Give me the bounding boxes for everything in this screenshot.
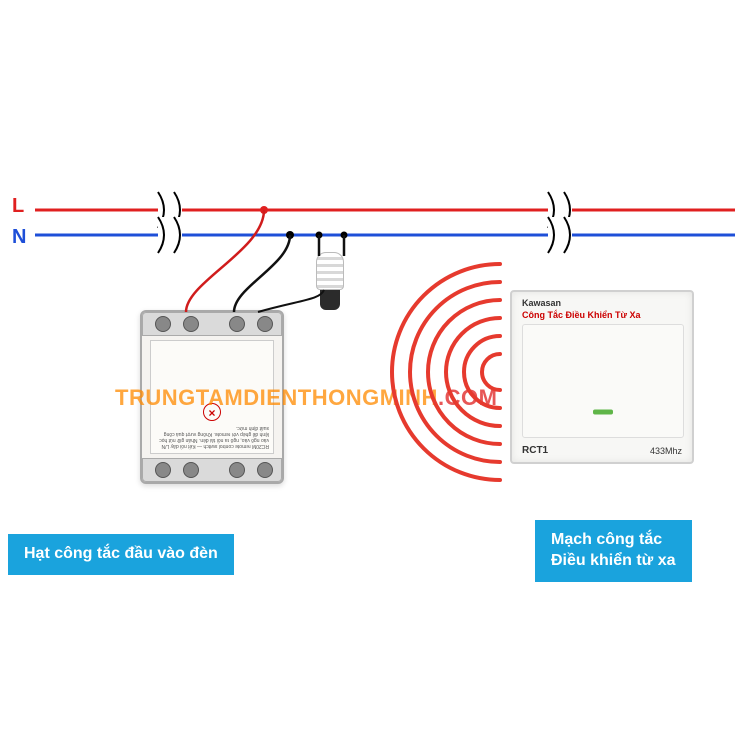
bulb-socket-icon	[320, 290, 340, 310]
no-lamp-icon: ×	[203, 403, 221, 421]
module-terminals-bottom	[142, 458, 282, 482]
caption-right-line2: Điều khiển từ xa	[551, 552, 676, 569]
switch-freq: 433Mhz	[650, 446, 682, 456]
caption-right: Mạch công tắc Điều khiển từ xa	[535, 520, 692, 582]
module-terminals-top	[142, 312, 282, 336]
wiring-diagram: L N × RC20M remote control switch — Kết …	[0, 0, 750, 750]
caption-left-text: Hạt công tắc đầu vào đèn	[24, 545, 218, 562]
caption-right-line1: Mạch công tắc	[551, 531, 662, 548]
switch-title: Công Tắc Điều Khiển Từ Xa	[522, 310, 641, 320]
cfl-bulb	[310, 252, 350, 312]
receiver-module: × RC20M remote control switch — Kết nối …	[140, 310, 284, 484]
module-text: RC20M remote control switch — Kết nối dâ…	[159, 425, 269, 449]
switch-led-icon	[593, 410, 613, 415]
switch-brand: Kawasan	[522, 298, 561, 308]
wire-label-L: L	[12, 195, 24, 218]
wire-label-N: N	[12, 226, 26, 249]
bulb-glass-icon	[316, 252, 344, 290]
module-label-plate: × RC20M remote control switch — Kết nối …	[150, 340, 274, 454]
switch-model: RCT1	[522, 445, 548, 456]
caption-left: Hạt công tắc đầu vào đèn	[8, 534, 234, 575]
remote-switch-panel: Kawasan Công Tắc Điều Khiển Từ Xa RCT1 4…	[510, 290, 694, 464]
watermark-suffix: .COM	[438, 385, 497, 410]
switch-face-button[interactable]	[522, 324, 684, 438]
